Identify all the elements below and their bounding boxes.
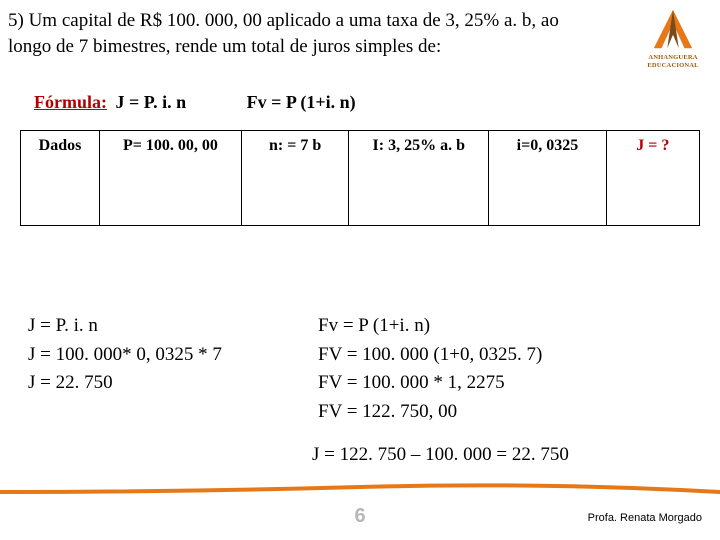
calc-left-line: J = 22. 750 — [28, 369, 222, 398]
footer-divider — [0, 476, 720, 496]
calc-right-line: Fv = P (1+i. n) — [318, 312, 542, 341]
table-row: Dados P= 100. 00, 00 n: = 7 b I: 3, 25% … — [21, 131, 700, 226]
cell-p: P= 100. 00, 00 — [100, 131, 242, 226]
calc-right-line: FV = 100. 000 * 1, 2275 — [318, 369, 542, 398]
calc-left-line: J = P. i. n — [28, 312, 222, 341]
calc-left: J = P. i. n J = 100. 000* 0, 0325 * 7 J … — [28, 312, 222, 398]
formula-eq1: J = P. i. n — [115, 92, 186, 112]
cell-j: J = ? — [606, 131, 699, 226]
calc-left-line: J = 100. 000* 0, 0325 * 7 — [28, 341, 222, 370]
calc-right: Fv = P (1+i. n) FV = 100. 000 (1+0, 0325… — [318, 312, 542, 426]
logo-text-1: ANHANGUERA — [648, 55, 697, 62]
cell-irate: i=0, 0325 — [489, 131, 607, 226]
cell-dados: Dados — [21, 131, 100, 226]
calc-right-line: FV = 100. 000 (1+0, 0325. 7) — [318, 341, 542, 370]
question-text: 5) Um capital de R$ 100. 000, 00 aplicad… — [8, 8, 588, 59]
formula-eq2: Fv = P (1+i. n) — [247, 92, 356, 112]
cell-n: n: = 7 b — [241, 131, 348, 226]
cell-i: I: 3, 25% a. b — [349, 131, 489, 226]
formula-row: Fórmula: J = P. i. n Fv = P (1+i. n) — [34, 92, 356, 113]
data-table: Dados P= 100. 00, 00 n: = 7 b I: 3, 25% … — [20, 130, 700, 226]
anhanguera-icon — [644, 6, 702, 54]
brand-logo: ANHANGUERA EDUCACIONAL — [638, 6, 708, 76]
calc-right-line: FV = 122. 750, 00 — [318, 398, 542, 427]
final-result: J = 122. 750 – 100. 000 = 22. 750 — [312, 444, 569, 466]
formula-label: Fórmula: — [34, 92, 107, 112]
author-credit: Profa. Renata Morgado — [588, 512, 702, 524]
logo-text-2: EDUCACIONAL — [647, 63, 698, 70]
